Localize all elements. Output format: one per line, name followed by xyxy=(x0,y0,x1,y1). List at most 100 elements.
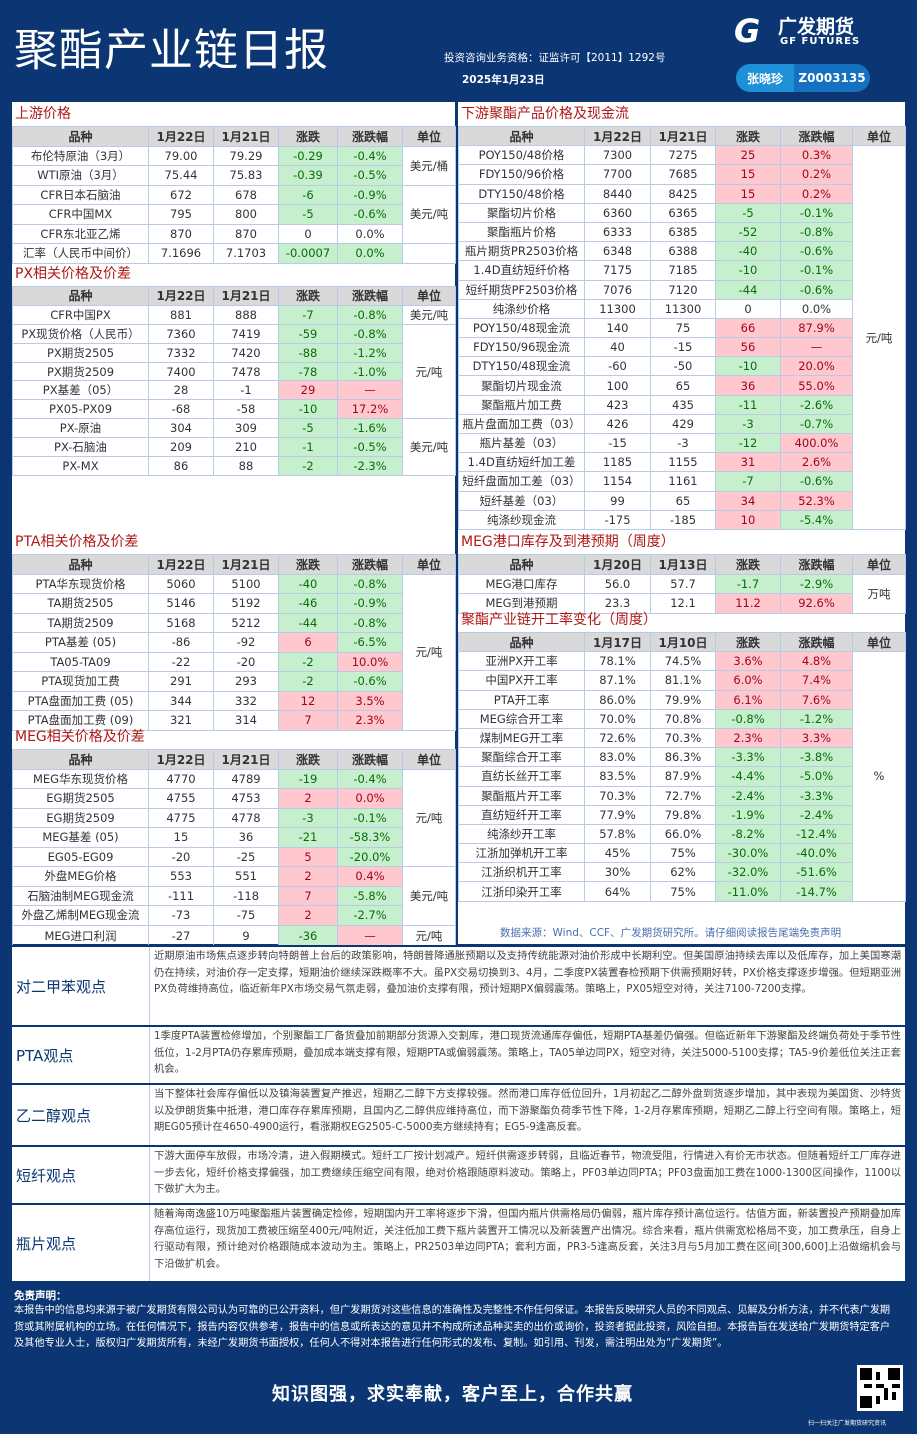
table-row: MEG基差 (05) 15 36 -21 -58.3% xyxy=(12,827,456,848)
previous-value: 7419 xyxy=(213,323,279,344)
qr-code[interactable] xyxy=(857,1365,903,1411)
column-header: 1月22日 xyxy=(148,286,214,306)
change-pct: -1.2% xyxy=(337,342,403,363)
item-name: 短纤期货PF2503价格 xyxy=(458,279,585,300)
column-header: 涨跌幅 xyxy=(780,631,853,653)
item-name: PX现货价格（人民币） xyxy=(12,323,149,344)
change: 56 xyxy=(715,337,781,358)
table-row: 直纺长丝开工率 83.5% 87.9% -4.4% -5.0% xyxy=(458,766,906,787)
change: -10 xyxy=(715,260,781,281)
current-value: -60 xyxy=(584,356,651,377)
table-row: 聚酯瓶片加工费 423 435 -11 -2.6% xyxy=(458,394,906,415)
previous-value: 36 xyxy=(213,827,279,848)
change-pct: -2.3% xyxy=(337,456,403,476)
current-value: 7.1696 xyxy=(148,243,214,264)
unit: 万吨 xyxy=(852,573,906,614)
unit: 元/吨 xyxy=(402,924,456,947)
column-header: 品种 xyxy=(12,749,149,770)
previous-value: 79.9% xyxy=(650,689,716,710)
current-value: 77.9% xyxy=(584,804,651,825)
table-row: 中国PX开工率 87.1% 81.1% 6.0% 7.4% xyxy=(458,670,906,691)
change: -11.0% xyxy=(715,881,781,902)
table-row: PTA基差 (05) -86 -92 6 -6.5% xyxy=(12,632,456,653)
section-title-meg_port: MEG港口库存及到港预期（周度） xyxy=(461,534,675,550)
table-row: EG期货2505 4755 4753 2 0.0% xyxy=(12,788,456,809)
item-name: 直纺长丝开工率 xyxy=(458,766,585,787)
change: -3 xyxy=(715,413,781,435)
previous-value: 7478 xyxy=(213,361,279,382)
change-pct: -0.8% xyxy=(337,612,403,633)
item-name: CFR中国PX xyxy=(12,304,149,325)
item-name: 江浙印染开工率 xyxy=(458,881,585,902)
item-name: 纯涤纱开工率 xyxy=(458,823,585,845)
item-name: MEG港口库存 xyxy=(458,573,585,594)
item-name: 聚酯综合开工率 xyxy=(458,747,585,768)
change: 3.6% xyxy=(715,651,781,672)
current-value: 881 xyxy=(148,304,214,325)
view-label: 瓶片观点 xyxy=(12,1205,150,1281)
previous-value: 74.5% xyxy=(650,651,716,672)
change: -78 xyxy=(278,361,338,382)
change: -11 xyxy=(715,394,781,415)
change-pct: -0.4% xyxy=(337,768,403,789)
current-value: 795 xyxy=(148,204,214,225)
table-row: TA期货2509 5168 5212 -44 -0.8% xyxy=(12,612,456,633)
change: -0.8% xyxy=(715,708,781,729)
current-value: 6348 xyxy=(584,241,651,262)
table-row: 瓶片期货PR2503价格 6348 6388 -40 -0.6% xyxy=(458,241,906,262)
current-value: 23.3 xyxy=(584,593,651,614)
column-header: 1月13日 xyxy=(650,554,716,575)
previous-value: 57.7 xyxy=(650,573,716,594)
previous-value: -3 xyxy=(650,432,716,454)
current-value: 7700 xyxy=(584,164,651,185)
table-pta: 品种 1月22日 1月21日 涨跌 涨跌幅 单位 PTA华东现货价格 5060 5100 -40-… xyxy=(12,554,456,731)
item-name: CFR中国MX xyxy=(12,204,149,225)
item-name: PX期货2505 xyxy=(12,342,149,363)
change-pct: 0.0% xyxy=(337,788,403,809)
table-upstream: 品种 1月22日 1月21日 涨跌 涨跌幅 单位 布伦特原油（3月） 79.00 79.29 -0… xyxy=(12,126,456,264)
unit: 元/吨 xyxy=(402,323,456,420)
unit: 元/吨 xyxy=(402,768,456,867)
change: -59 xyxy=(278,323,338,344)
column-header: 涨跌幅 xyxy=(780,125,853,147)
item-name: PX期货2509 xyxy=(12,361,149,382)
item-name: 1.4D直纺短纤价格 xyxy=(458,260,585,281)
item-name: TA期货2505 xyxy=(12,593,149,614)
previous-value: 332 xyxy=(213,690,279,711)
previous-value: 4789 xyxy=(213,768,279,789)
view-text: 随着海南逸盛10万吨聚酯瓶片装置确定检修，短期国内开工率将逐步下滑，但国内瓶片供… xyxy=(154,1208,901,1270)
page-title: 聚酯产业链日报 xyxy=(14,25,329,76)
change-pct: 0.3% xyxy=(780,145,853,166)
current-value: 5168 xyxy=(148,612,214,633)
change: -7 xyxy=(278,304,338,325)
item-name: 瓶片期货PR2503价格 xyxy=(458,241,585,262)
item-name: MEG进口利润 xyxy=(12,924,149,947)
view-label: 乙二醇观点 xyxy=(12,1085,150,1145)
previous-value: 62% xyxy=(650,862,716,883)
change: 29 xyxy=(278,380,338,401)
table-row: CFR日本石脑油 672 678 -6 -0.9% 美元/吨 xyxy=(12,184,456,244)
change-pct: -0.1% xyxy=(337,807,403,828)
change: -52 xyxy=(715,221,781,243)
change-pct: -0.6% xyxy=(780,471,853,492)
current-value: -73 xyxy=(148,905,214,926)
item-name: TA期货2509 xyxy=(12,612,149,633)
item-name: 煤制MEG开工率 xyxy=(458,727,585,749)
column-header: 1月21日 xyxy=(213,554,279,575)
item-name: PTA盘面加工费 (05) xyxy=(12,690,149,711)
previous-value: 75% xyxy=(650,843,716,864)
table-row: 江浙织机开工率 30% 62% -32.0% -51.6% xyxy=(458,862,906,883)
item-name: 中国PX开工率 xyxy=(458,670,585,691)
table-row: 布伦特原油（3月） 79.00 79.29 -0.29 -0.4% 美元/桶 xyxy=(12,145,456,186)
change: -21 xyxy=(278,827,338,848)
change: 34 xyxy=(715,490,781,511)
item-name: 短纤基差（03） xyxy=(458,490,585,511)
item-name: 1.4D直纺短纤加工差 xyxy=(458,452,585,473)
current-value: 4775 xyxy=(148,807,214,828)
change-pct: -0.5% xyxy=(337,437,403,458)
logo-en: GF FUTURES xyxy=(780,36,861,47)
item-name: PTA现货加工费 xyxy=(12,671,149,692)
table-row: 1.4D直纺短纤加工差 1185 1155 31 2.6% xyxy=(458,452,906,473)
column-header: 品种 xyxy=(458,554,585,575)
author-name: 张晓珍 xyxy=(736,64,794,92)
